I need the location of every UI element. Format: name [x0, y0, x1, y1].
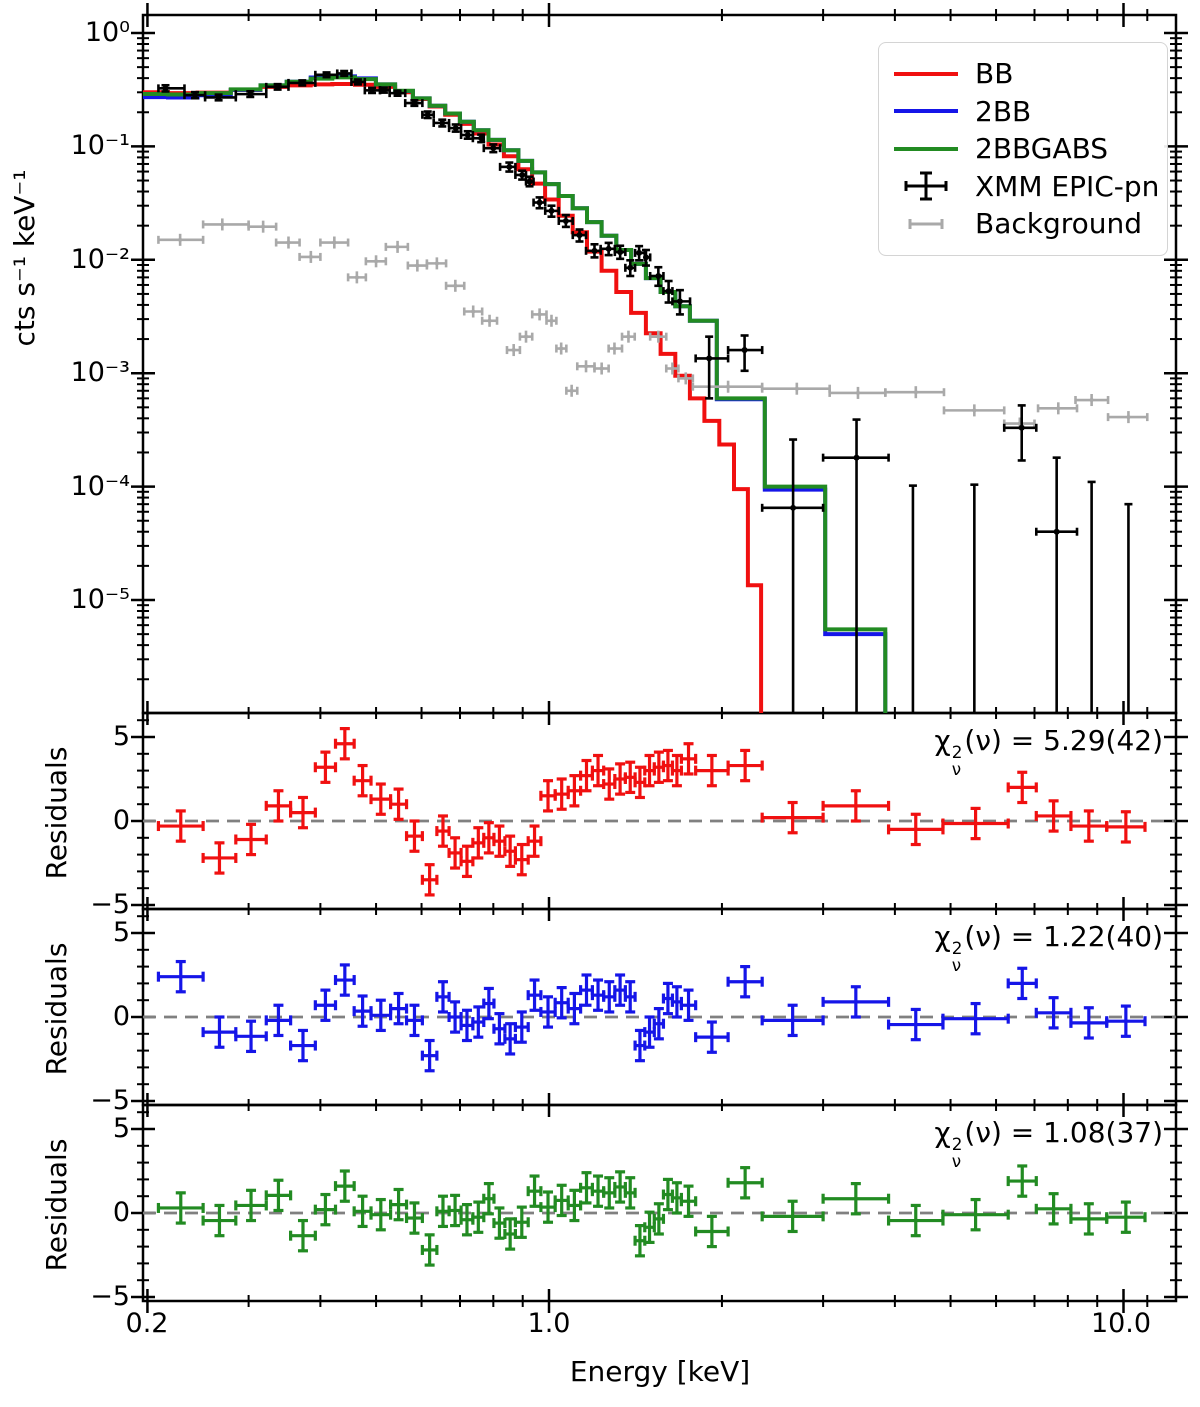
x-tick-label: 0.2	[125, 1308, 169, 1339]
legend-item-label: 2BB	[975, 94, 1032, 128]
2bb-line-icon	[893, 109, 959, 114]
y-tick-label: −5	[90, 1281, 130, 1312]
y-tick-label: −5	[90, 1085, 130, 1116]
y-tick-label: 10⁻⁴	[70, 471, 130, 502]
bb-line-icon	[893, 71, 959, 76]
panel-frames	[141, 13, 1178, 1303]
legend-item-label: XMM EPIC-pn	[975, 169, 1160, 203]
model-curve-bb	[143, 82, 764, 713]
errorbar-small-icon	[893, 207, 959, 241]
y-tick-label: 10⁻³	[70, 357, 130, 388]
legend-item-background: Background	[893, 205, 1153, 243]
y-tick-label: −5	[90, 889, 130, 920]
axis-ticks	[131, 3, 1188, 1313]
y-tick-label: 10⁰	[84, 17, 130, 48]
y-tick-label: 0	[112, 1197, 130, 1228]
y-tick-label: 10⁻²	[70, 244, 130, 275]
legend: BB 2BB 2BBGABS XMM EPIC-pn	[878, 42, 1168, 256]
legend-item-2bbgabs: 2BBGABS	[893, 130, 1153, 168]
residual-y-axis-title: Residuals	[40, 746, 73, 880]
y-tick-label: 0	[112, 1001, 130, 1032]
errorbar-cross-icon	[893, 169, 959, 203]
series-xmm-epic-pn	[157, 69, 1133, 713]
legend-item-label: BB	[975, 57, 1014, 91]
errorbar-cross-glyph	[904, 171, 948, 201]
series-background	[157, 218, 1149, 430]
chi2-annotation-2bb: χ 2 ν (ν) = 1.22(40)	[934, 920, 1163, 975]
residual-panel-bb	[143, 726, 1176, 897]
y-tick-label: 5	[112, 1113, 130, 1144]
legend-item-2bb: 2BB	[893, 93, 1153, 131]
legend-item-label: 2BBGABS	[975, 132, 1109, 166]
main-y-axis-title: cts s⁻¹ keV⁻¹	[8, 169, 41, 347]
errorbar-small-glyph	[908, 218, 944, 229]
y-tick-label: 5	[112, 721, 130, 752]
y-tick-label: 5	[112, 917, 130, 948]
residual-panel-2bb	[143, 959, 1176, 1073]
y-tick-label: 10⁻¹	[70, 130, 130, 161]
x-tick-label: 1.0	[527, 1308, 571, 1339]
x-tick-label: 10.0	[1090, 1308, 1152, 1339]
chi2-annotation-bb: χ 2 ν (ν) = 5.29(42)	[934, 724, 1163, 779]
residual-y-axis-title: Residuals	[40, 1138, 73, 1272]
y-tick-label: 10⁻⁵	[70, 584, 130, 615]
x-axis-title: Energy [keV]	[569, 1355, 751, 1388]
chi2-annotation-2bbgabs: χ 2 ν (ν) = 1.08(37)	[934, 1116, 1163, 1171]
legend-item-label: Background	[975, 207, 1143, 241]
residual-panel-2bbgabs	[143, 1164, 1176, 1267]
legend-item-xmm: XMM EPIC-pn	[893, 168, 1159, 206]
2bbgabs-line-icon	[893, 146, 959, 151]
legend-item-bb: BB	[893, 55, 1153, 93]
y-tick-label: 0	[112, 805, 130, 836]
residual-y-axis-title: Residuals	[40, 942, 73, 1076]
